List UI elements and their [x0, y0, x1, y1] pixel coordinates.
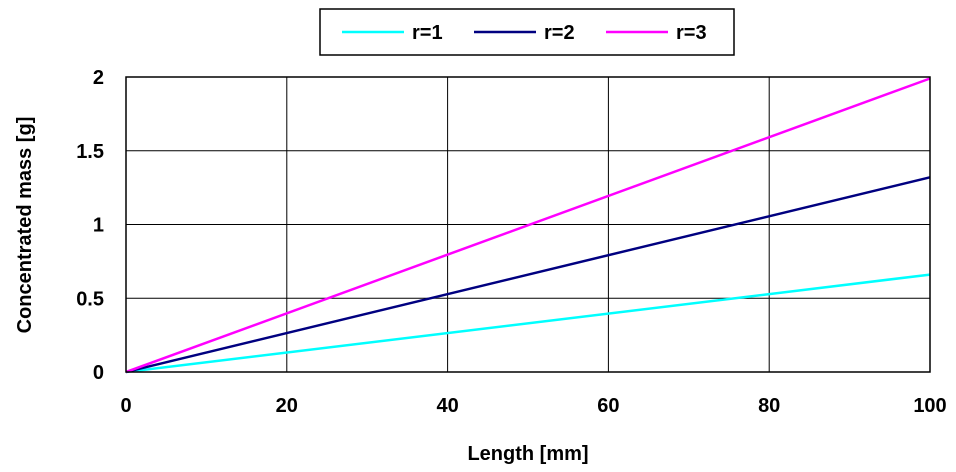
y-tick-label: 0 [93, 362, 104, 384]
y-tick-label: 1 [93, 215, 104, 237]
x-tick-label: 60 [597, 395, 619, 417]
series-line-r2 [125, 176, 931, 374]
x-axis-title: Length [mm] [467, 443, 588, 465]
legend-label: r=2 [544, 22, 575, 44]
x-tick-label: 20 [276, 395, 298, 417]
legend-label: r=1 [412, 22, 443, 44]
legend: r=1 r=2 r=3 [319, 8, 735, 56]
y-axis-title: Concentrated mass [g] [14, 117, 36, 334]
x-axis-tick-labels: 0 20 40 60 80 100 [120, 395, 946, 417]
x-tick-label: 40 [436, 395, 458, 417]
x-tick-label: 80 [758, 395, 780, 417]
y-tick-label: 2 [93, 67, 104, 89]
plot-area-frame [125, 76, 931, 373]
series-line-r1 [125, 273, 931, 374]
x-tick-label: 0 [120, 395, 131, 417]
y-axis-tick-labels: 0 0.5 1 1.5 2 [76, 67, 104, 384]
series-line-r3 [125, 77, 931, 374]
legend-label: r=3 [676, 22, 707, 44]
y-tick-label: 0.5 [76, 288, 104, 310]
y-tick-label: 1.5 [76, 141, 104, 163]
series-lines [125, 77, 931, 374]
x-tick-label: 100 [913, 395, 946, 417]
